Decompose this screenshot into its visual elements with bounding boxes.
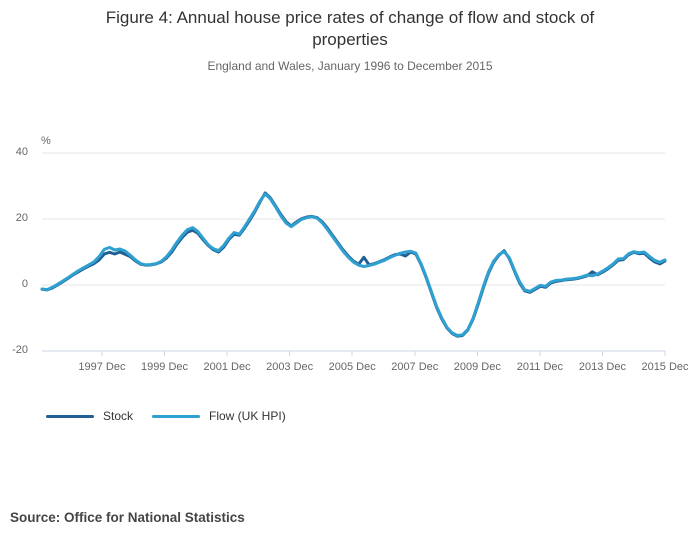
chart-figure: Figure 4: Annual house price rates of ch…	[0, 0, 700, 525]
source-note: Source: Office for National Statistics	[10, 510, 245, 525]
chart-title: Figure 4: Annual house price rates of ch…	[105, 8, 595, 50]
stock-series-line	[40, 191, 667, 338]
y-axis-unit-label: %	[41, 135, 51, 147]
stock-line-swatch	[46, 414, 94, 418]
legend-label-stock: Stock	[103, 409, 134, 423]
flow-series-line	[40, 192, 667, 337]
legend-item-flow[interactable]: Flow (UK HPI)	[152, 409, 286, 423]
legend-item-stock[interactable]: Stock	[46, 409, 133, 423]
legend-label-flow: Flow (UK HPI)	[209, 409, 286, 423]
chart-subtitle: England and Wales, January 1996 to Decem…	[207, 59, 493, 74]
legend: Stock Flow (UK HPI)	[46, 409, 286, 423]
flow-line-swatch	[152, 414, 201, 418]
